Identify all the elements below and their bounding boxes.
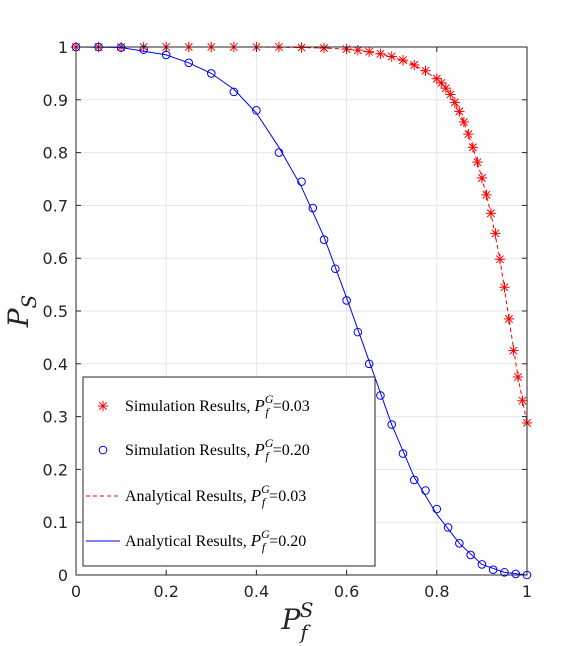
- legend-marker: [97, 400, 109, 412]
- y-tick-label: 0.6: [43, 249, 68, 268]
- y-tick-label: 1: [58, 38, 68, 57]
- data-point: [331, 264, 340, 274]
- data-point: [467, 142, 479, 153]
- legend-value: =0.20: [273, 442, 310, 459]
- data-point: [477, 560, 487, 569]
- legend-label-text: Analytical Results,: [125, 488, 251, 505]
- legend-value: =0.03: [269, 488, 306, 505]
- plot-series: [70, 41, 533, 580]
- legend-math-sup: G: [265, 436, 274, 450]
- data-point: [274, 148, 284, 157]
- legend-math-sup: G: [265, 392, 274, 406]
- legend-math-sup: G: [261, 527, 270, 541]
- x-tick-label: 0.8: [424, 582, 449, 601]
- legend-label: Analytical Results, PG f =0.20: [125, 527, 306, 554]
- legend-label-text: Analytical Results,: [125, 533, 251, 550]
- legend-label: Analytical Results, PG f =0.03: [125, 482, 306, 509]
- x-tick-label: 0: [71, 582, 81, 601]
- data-point: [443, 523, 453, 532]
- legend-box: [82, 376, 376, 567]
- data-point: [207, 69, 216, 78]
- data-point: [139, 45, 148, 54]
- legend-label: Simulation Results, PG f =0.20: [125, 436, 310, 463]
- data-point: [387, 420, 397, 429]
- y-axis-label: PS: [2, 295, 41, 329]
- legend-math-base: P: [250, 531, 261, 550]
- legend-math-base: P: [250, 486, 261, 505]
- data-point: [503, 313, 515, 325]
- data-point: [363, 46, 375, 57]
- legend-label: Simulation Results, PG f =0.03: [125, 392, 310, 419]
- data-point: [252, 106, 261, 115]
- data-point: [490, 228, 501, 239]
- series-3: [75, 46, 528, 576]
- legend-math-base: P: [253, 440, 264, 459]
- y-tick-label: 0.3: [43, 408, 68, 427]
- y-tick-label: 0.4: [43, 355, 68, 374]
- data-point: [297, 177, 306, 186]
- data-point: [449, 97, 461, 108]
- data-point: [466, 550, 475, 560]
- legend-math-sub: f: [265, 405, 270, 419]
- data-point: [229, 87, 239, 97]
- x-tick-label: 0.4: [244, 582, 269, 601]
- legend-entry-0: Simulation Results, PG f =0.03: [97, 392, 310, 419]
- data-point: [481, 189, 492, 201]
- data-point: [455, 539, 464, 548]
- y-tick-label: 0.5: [43, 302, 68, 321]
- y-tick-label: 0: [58, 566, 68, 585]
- legend-value: =0.03: [273, 398, 310, 415]
- y-tick-label: 0.1: [43, 513, 68, 532]
- x-tick-label: 0.6: [334, 582, 359, 601]
- series-line: [75, 46, 528, 576]
- legend-entry-1: Simulation Results, PG f =0.20: [98, 436, 310, 463]
- legend-entry-3: Analytical Results, PG f =0.20: [86, 527, 306, 554]
- legend-label-text: Simulation Results,: [125, 398, 254, 415]
- y-tick-label: 0.8: [43, 144, 68, 163]
- legend-math-sub: f: [265, 449, 270, 463]
- legend-value: =0.20: [269, 533, 306, 550]
- y-tick-label: 0.2: [43, 460, 68, 479]
- legend-math-sub: f: [262, 495, 267, 509]
- axis-ticks: 0 0.2 0.4 0.6 0.8 1 0 0.1 0.2 0.3 0.4 0.5 0.6 0.7 0.8 0…: [43, 38, 533, 601]
- legend-math-sub: f: [262, 540, 267, 554]
- legend-label-text: Simulation Results,: [125, 442, 254, 459]
- legend-marker: [98, 445, 108, 455]
- data-point: [409, 59, 420, 71]
- data-point: [420, 65, 431, 76]
- y-tick-label: 0.9: [43, 91, 68, 110]
- data-point: [458, 116, 470, 128]
- legend-math-sup: G: [261, 482, 270, 496]
- data-point: [397, 55, 409, 66]
- x-tick-label: 1: [522, 582, 532, 601]
- y-tick-label: 0.7: [43, 196, 68, 215]
- data-point: [184, 58, 194, 68]
- legend-entry-2: Analytical Results, PG f =0.03: [86, 482, 306, 509]
- data-point: [463, 128, 474, 140]
- data-point: [472, 156, 483, 168]
- x-tick-label: 0.2: [153, 582, 178, 601]
- legend-math-base: P: [253, 396, 264, 415]
